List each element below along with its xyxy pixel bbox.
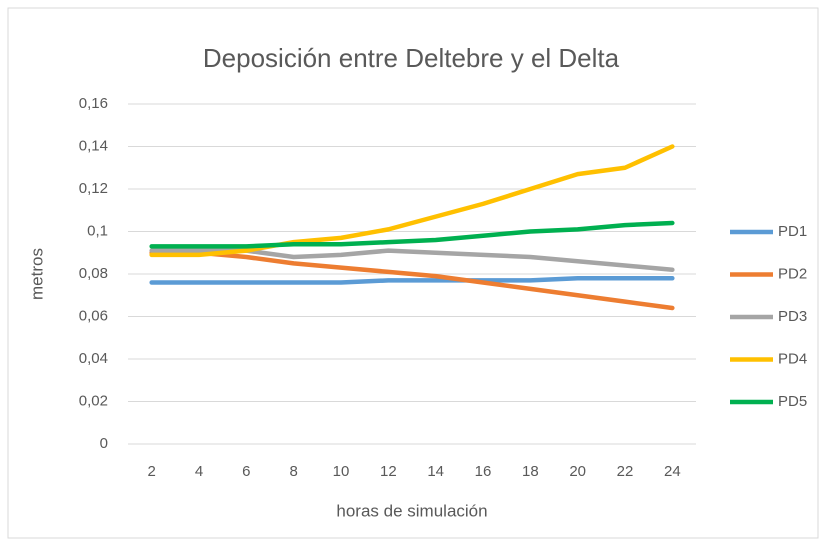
x-tick-label: 6 [242, 463, 250, 480]
y-tick-label: 0 [100, 435, 108, 452]
chart-title: Deposición entre Deltebre y el Delta [203, 43, 620, 73]
x-tick-label: 22 [617, 463, 634, 480]
y-tick-label: 0,16 [79, 95, 108, 112]
legend-label: PD2 [778, 265, 807, 282]
series-line [149, 220, 675, 249]
y-tick-label: 0,14 [79, 137, 108, 154]
x-tick-label: 4 [195, 463, 203, 480]
x-tick-label: 18 [522, 463, 539, 480]
y-tick-label: 0,06 [79, 307, 108, 324]
y-tick-label: 0,08 [79, 265, 108, 282]
series-line [149, 250, 675, 311]
x-tick-label: 10 [333, 463, 350, 480]
x-tick-label: 12 [380, 463, 397, 480]
x-tick-label: 2 [147, 463, 155, 480]
y-axis-label: metros [27, 248, 46, 300]
legend-label: PD4 [778, 350, 807, 367]
x-axis-label: horas de simulación [336, 501, 487, 520]
legend-label: PD1 [778, 223, 807, 240]
series-line [149, 276, 675, 285]
x-tick-label: 20 [569, 463, 586, 480]
y-tick-label: 0,12 [79, 180, 108, 197]
legend-label: PD5 [778, 393, 807, 410]
y-tick-label: 0,02 [79, 392, 108, 409]
y-tick-label: 0,1 [87, 222, 108, 239]
x-tick-label: 24 [664, 463, 681, 480]
x-tick-label: 16 [475, 463, 492, 480]
y-tick-label: 0,04 [79, 350, 108, 367]
x-tick-label: 8 [289, 463, 297, 480]
series-line [149, 144, 675, 258]
legend-label: PD3 [778, 308, 807, 325]
x-tick-label: 14 [427, 463, 444, 480]
